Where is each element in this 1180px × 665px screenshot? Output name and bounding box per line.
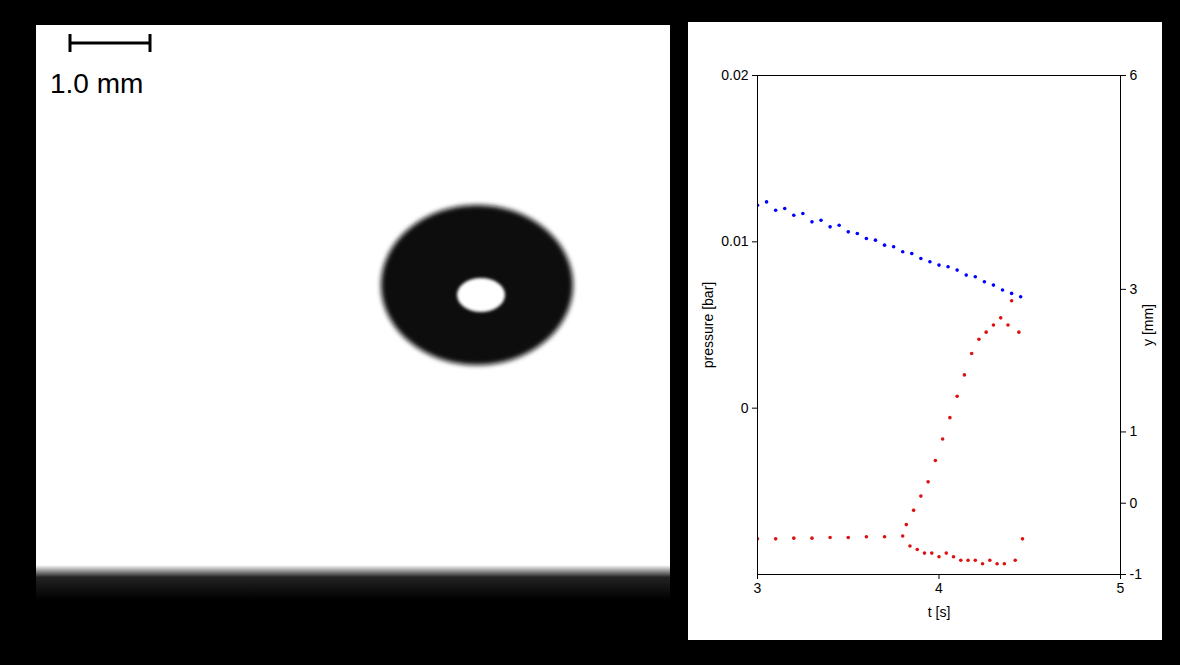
svg-text:3: 3 xyxy=(1130,281,1138,297)
svg-text:3: 3 xyxy=(754,580,762,596)
svg-text:1: 1 xyxy=(1130,423,1138,439)
svg-text:4: 4 xyxy=(935,580,943,596)
svg-text:t [s]: t [s] xyxy=(928,604,951,620)
svg-text:6: 6 xyxy=(1130,67,1138,83)
svg-text:0.02: 0.02 xyxy=(721,67,748,83)
svg-text:pressure [bar]: pressure [bar] xyxy=(700,282,716,368)
svg-text:0.01: 0.01 xyxy=(721,233,748,249)
svg-text:0: 0 xyxy=(741,400,749,416)
svg-text:y [mm]: y [mm] xyxy=(1140,304,1156,346)
svg-text:1.0 mm: 1.0 mm xyxy=(50,68,143,99)
svg-text:-1: -1 xyxy=(1130,566,1143,582)
svg-text:5: 5 xyxy=(1117,580,1125,596)
svg-text:0: 0 xyxy=(1130,495,1138,511)
